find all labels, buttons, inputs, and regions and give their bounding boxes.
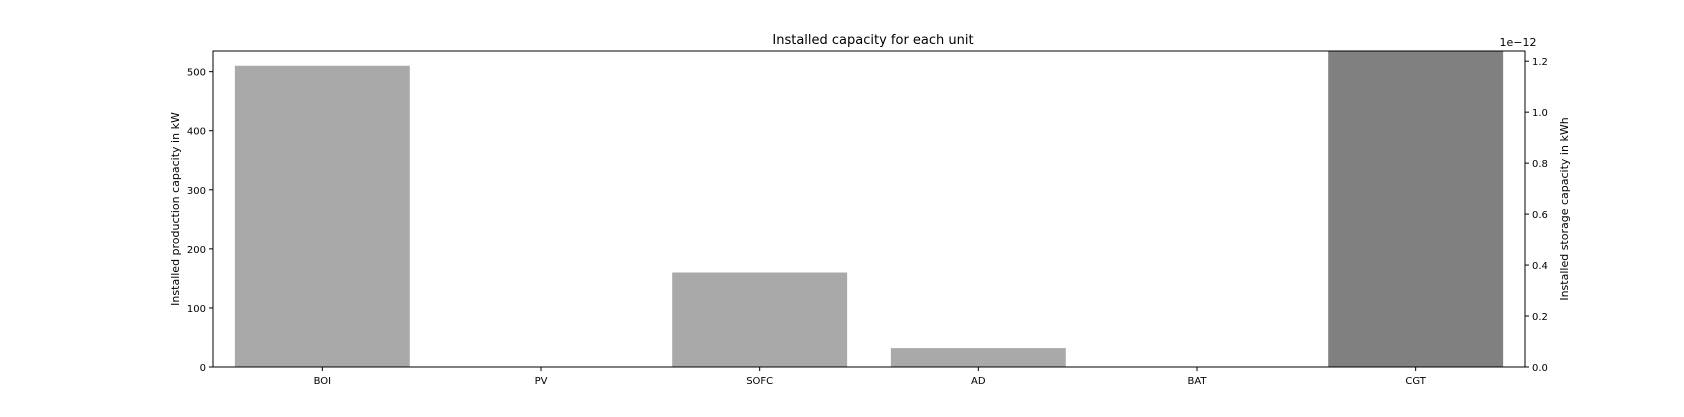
left-tick-label: 300 [187,186,206,197]
right-tick-label: 1.2 [1532,57,1548,68]
x-tick-label: BAT [1187,376,1207,387]
bar-storage-cgt [1328,51,1504,367]
x-tick-label: PV [535,376,548,387]
right-tick-label: 0.0 [1532,363,1548,374]
left-tick-label: 100 [187,304,206,315]
axes: 0 100 200 300 400 500 0.0 0.2 0.4 0.6 0.8 1.0 1.2 BOI… [187,50,1548,387]
left-tick-label: 200 [187,245,206,256]
right-tick-label: 0.6 [1532,210,1548,221]
storage-bars [1328,51,1504,367]
right-axis-label: Installed storage capacity in kWh [1558,117,1571,300]
right-tick-label: 1.0 [1532,108,1548,119]
right-tick-label: 0.2 [1532,312,1548,323]
plot-frame [212,50,1526,368]
right-axis-multiplier: 1e−12 [1500,36,1537,49]
right-tick-label: 0.4 [1532,261,1548,272]
chart-title: Installed capacity for each unit [772,33,973,48]
x-tick-label: BOI [314,376,332,387]
x-tick-label: SOFC [746,376,773,387]
left-axis-label: Installed production capacity in kW [169,112,182,306]
x-tick-label: AD [971,376,986,387]
x-tick-label: CGT [1405,376,1426,387]
left-tick-label: 400 [187,127,206,138]
left-tick-label: 500 [187,68,206,79]
production-bars [234,65,1066,367]
right-tick-label: 0.8 [1532,159,1548,170]
left-tick-label: 0 [200,363,206,374]
bar-production-sofc [672,272,848,367]
bar-production-ad [890,348,1066,367]
bar-production-boi [234,65,410,367]
